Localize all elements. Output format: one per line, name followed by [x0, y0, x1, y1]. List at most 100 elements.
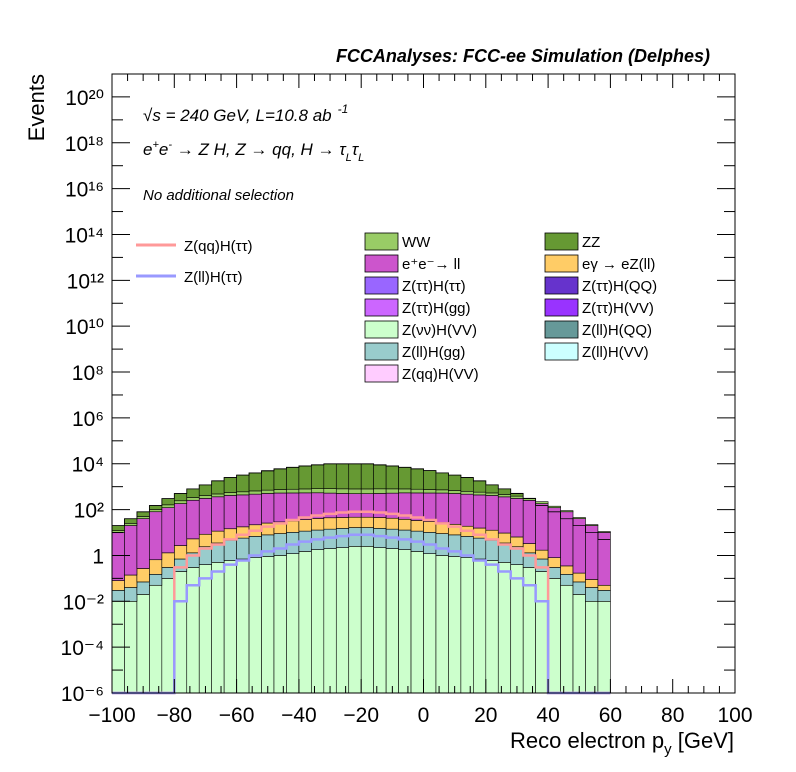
- stack-bar-4-10: [236, 494, 250, 528]
- stack-bar-5-6: [186, 497, 200, 501]
- stack-bar-5-28: [460, 490, 474, 495]
- stack-bar-2-10: [236, 537, 250, 560]
- energy-rest: = 240 GeV, L=10.8 ab: [161, 106, 332, 125]
- stack-bar-2-4: [161, 567, 175, 579]
- stack-bar-2-12: [261, 534, 275, 557]
- stack-bar-4-2: [136, 518, 150, 569]
- stack-bar-1-38: [585, 600, 599, 694]
- stack-bar-1-28: [460, 557, 474, 694]
- stack-bar-1-26: [435, 555, 449, 694]
- y-axis-title: Events: [24, 74, 49, 141]
- stack-bar-1-10: [236, 558, 250, 694]
- stack-bar-1-12: [261, 556, 275, 694]
- stack-bar-6-12: [261, 470, 275, 491]
- stack-bar-6-1: [124, 518, 138, 524]
- stack-bar-1-22: [385, 548, 399, 694]
- legend-fill-swatch: [544, 298, 579, 317]
- stack-bar-6-9: [223, 477, 237, 493]
- stack-bar-1-25: [423, 553, 437, 694]
- x-tick-label: 20: [474, 704, 497, 727]
- stack-bar-6-22: [385, 465, 399, 490]
- stack-bar-4-27: [448, 493, 462, 525]
- stack-bar-3-8: [211, 530, 225, 544]
- stack-bar-3-15: [298, 519, 312, 532]
- stack-bar-6-13: [273, 468, 287, 490]
- stack-bar-2-17: [323, 528, 337, 549]
- x-tick-label: −60: [219, 704, 255, 727]
- stack-bar-5-5: [174, 500, 188, 504]
- stack-bar-3-16: [311, 518, 325, 531]
- stack-bar-2-37: [572, 581, 586, 595]
- x-axis-title: Reco electron py [GeV]: [510, 728, 734, 758]
- x-tick-label: 80: [661, 704, 684, 727]
- stack-bar-4-20: [360, 493, 374, 518]
- stack-bar-5-37: [572, 517, 586, 519]
- x-tick-label: 0: [418, 704, 430, 727]
- stack-bar-4-18: [335, 493, 350, 518]
- stack-bar-1-14: [286, 553, 300, 694]
- y-tick-label: 10²: [74, 500, 104, 523]
- stack-bar-6-29: [473, 480, 487, 493]
- legend-fill-label: e⁺e⁻→ ll: [402, 256, 460, 273]
- stack-bar-5-30: [485, 492, 499, 496]
- x-tick-label: −100: [88, 704, 135, 727]
- stack-bar-4-21: [373, 493, 387, 518]
- legend-fill-swatch: [544, 254, 579, 273]
- y-tick-label: 10⁻²: [63, 591, 104, 614]
- stack-bar-4-35: [547, 507, 561, 558]
- stack-bar-1-35: [547, 578, 561, 694]
- stack-bar-4-9: [223, 495, 237, 530]
- stack-bar-1-13: [273, 555, 287, 694]
- stack-bar-4-26: [435, 492, 449, 523]
- stack-bar-2-8: [211, 542, 225, 563]
- stack-bar-5-21: [373, 488, 387, 494]
- y-tick-label: 1: [92, 545, 104, 568]
- stack-bar-3-3: [149, 559, 163, 575]
- stack-bar-3-38: [585, 579, 599, 588]
- stack-bar-5-11: [248, 490, 262, 495]
- stack-bar-2-1: [124, 587, 138, 602]
- stack-bar-6-6: [186, 488, 200, 498]
- y-tick-label: 10⁴: [72, 454, 104, 477]
- stack-bar-3-14: [286, 520, 300, 533]
- stack-bar-5-4: [161, 504, 175, 508]
- stack-bar-3-1: [124, 574, 138, 588]
- y-tick-label: 10⁸: [72, 362, 104, 385]
- stack-bar-6-27: [448, 474, 462, 491]
- stack-bar-5-14: [286, 488, 300, 494]
- x-tick-label: 100: [717, 704, 752, 727]
- stack-bar-4-19: [348, 493, 362, 518]
- sqrt-symbol: √: [143, 106, 153, 125]
- stack-bar-5-19: [348, 488, 362, 494]
- stack-bar-4-37: [572, 518, 586, 574]
- stack-bar-4-33: [522, 500, 536, 544]
- stack-bar-4-1: [124, 525, 138, 576]
- stack-bar-3-33: [522, 543, 536, 554]
- legend-fill-swatch: [544, 342, 579, 361]
- y-tick-label: 10⁻⁶: [61, 683, 104, 706]
- stack-bar-1-7: [198, 564, 212, 694]
- legend-fill-swatch: [364, 342, 399, 361]
- stack-bar-2-30: [485, 539, 499, 561]
- stack-bar-6-24: [410, 468, 424, 490]
- stack-bar-3-2: [136, 568, 150, 583]
- stack-bar-3-34: [535, 549, 549, 560]
- stack-bar-2-2: [136, 581, 150, 595]
- y-tick-label: 10⁶: [72, 408, 104, 431]
- stack-bar-2-36: [560, 574, 574, 586]
- stack-bar-6-30: [485, 484, 499, 494]
- stack-bar-1-3: [149, 584, 163, 694]
- process-label: e+e- → Z H, Z → qq, H → τLτL: [143, 139, 364, 164]
- stack-bar-6-16: [311, 464, 325, 489]
- stack-bar-5-27: [448, 490, 462, 494]
- stack-bar-3-21: [373, 517, 387, 529]
- stack-bar-3-29: [473, 527, 487, 539]
- legend-fill-swatch: [544, 276, 579, 295]
- stack-bar-3-32: [510, 536, 524, 548]
- stack-bar-5-22: [385, 488, 399, 494]
- stack-bar-4-31: [497, 496, 512, 534]
- stack-bar-1-37: [572, 594, 586, 694]
- stack-bar-1-20: [360, 546, 374, 694]
- stack-bar-2-14: [286, 532, 300, 554]
